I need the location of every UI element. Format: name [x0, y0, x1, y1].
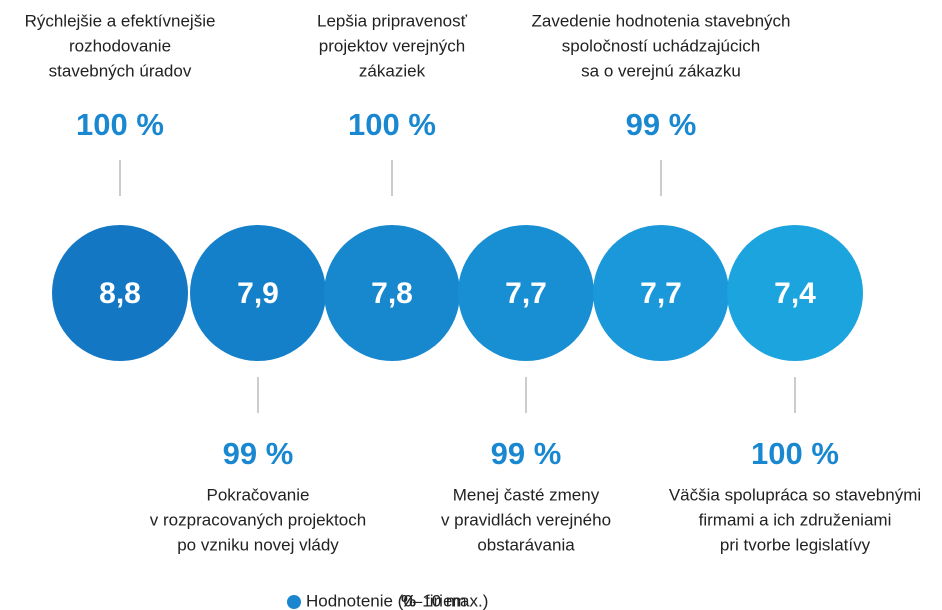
rating-label: 7,8 — [371, 277, 413, 310]
category-label: sa o verejnú zákazku — [581, 61, 741, 80]
category-label: Pokračovanie — [206, 485, 309, 504]
percent-label: 100 % — [348, 107, 436, 142]
legend-label: Hodnotenie (0–10 max.) — [306, 591, 488, 610]
rating-circle — [324, 225, 460, 361]
category-label: firmami a ich združeniami — [699, 510, 892, 529]
legend-marker — [287, 595, 301, 609]
category-label: po vzniku novej vlády — [177, 535, 339, 554]
percent-label: 100 % — [76, 107, 164, 142]
rating-circle — [52, 225, 188, 361]
category-label: Menej časté zmeny — [453, 485, 600, 504]
category-label: v rozpracovaných projektoch — [150, 510, 366, 529]
rating-circle — [458, 225, 594, 361]
category-label: Zavedenie hodnotenia stavebných — [532, 11, 791, 30]
percent-label: 99 % — [491, 436, 562, 471]
category-label: obstarávania — [477, 535, 575, 554]
rating-label: 7,7 — [640, 277, 682, 310]
rating-label: 7,9 — [237, 277, 279, 310]
percent-label: 100 % — [751, 436, 839, 471]
rating-label: 7,7 — [505, 277, 547, 310]
rating-circle — [190, 225, 326, 361]
rating-circle — [593, 225, 729, 361]
category-label: v pravidlách verejného — [441, 510, 611, 529]
percent-label: 99 % — [223, 436, 294, 471]
legend-label: firiem — [425, 591, 467, 610]
category-label: zákaziek — [359, 61, 426, 80]
rating-label: 8,8 — [99, 277, 141, 310]
legend-symbol: % — [401, 591, 416, 610]
category-label: projektov verejných — [319, 36, 465, 55]
rating-label: 7,4 — [774, 277, 816, 310]
category-label: Lepšia pripravenosť — [317, 11, 468, 30]
category-label: rozhodovanie — [69, 36, 171, 55]
category-label: spoločností uchádzajúcich — [562, 36, 760, 55]
category-label: Väčšia spolupráca so stavebnými — [669, 485, 921, 504]
percent-label: 99 % — [626, 107, 697, 142]
category-label: Rýchlejšie a efektívnejšie — [25, 11, 216, 30]
category-label: pri tvorbe legislatívy — [720, 535, 871, 554]
category-label: stavebných úradov — [49, 61, 192, 80]
rating-circle — [727, 225, 863, 361]
